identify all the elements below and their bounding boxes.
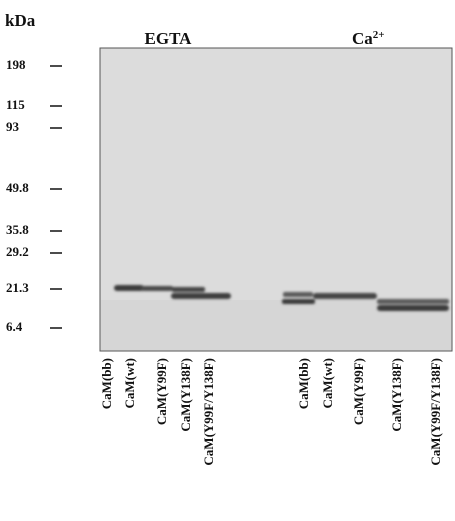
band [114,285,144,291]
lane-label: CaM(Y99F) [154,358,169,425]
superscript: 2+ [373,29,385,41]
marker-label: 115 [6,97,25,112]
band [377,305,449,311]
lane-label: CaM(Y138F) [389,358,404,432]
lane-label: CaM(Y99F) [351,358,366,425]
band [172,287,205,292]
lane-label: CaM(bb) [99,358,114,409]
marker-label: 198 [6,57,26,72]
lane-label: CaM(Y99F/Y138F) [201,358,216,466]
condition-label: Ca2+ [352,29,385,48]
lane-label: CaM(wt) [320,358,335,409]
lane-label: CaM(Y138F) [178,358,193,432]
unit-label: kDa [5,11,36,30]
marker-label: 21.3 [6,280,29,295]
band [141,286,173,291]
marker-label: 49.8 [6,180,29,195]
marker-label: 6.4 [6,319,23,334]
band [282,299,315,304]
band [377,299,449,304]
lane-label: CaM(Y99F/Y138F) [428,358,443,466]
condition-label: Ca [352,29,373,48]
bands [114,285,449,311]
band [313,293,377,299]
lane-label: CaM(bb) [296,358,311,409]
band [171,293,231,299]
band [283,292,313,297]
marker-label: 29.2 [6,244,29,259]
condition-label: EGTA [145,29,193,48]
marker-label: 93 [6,119,20,134]
lane-label: CaM(wt) [122,358,137,409]
marker-label: 35.8 [6,222,29,237]
